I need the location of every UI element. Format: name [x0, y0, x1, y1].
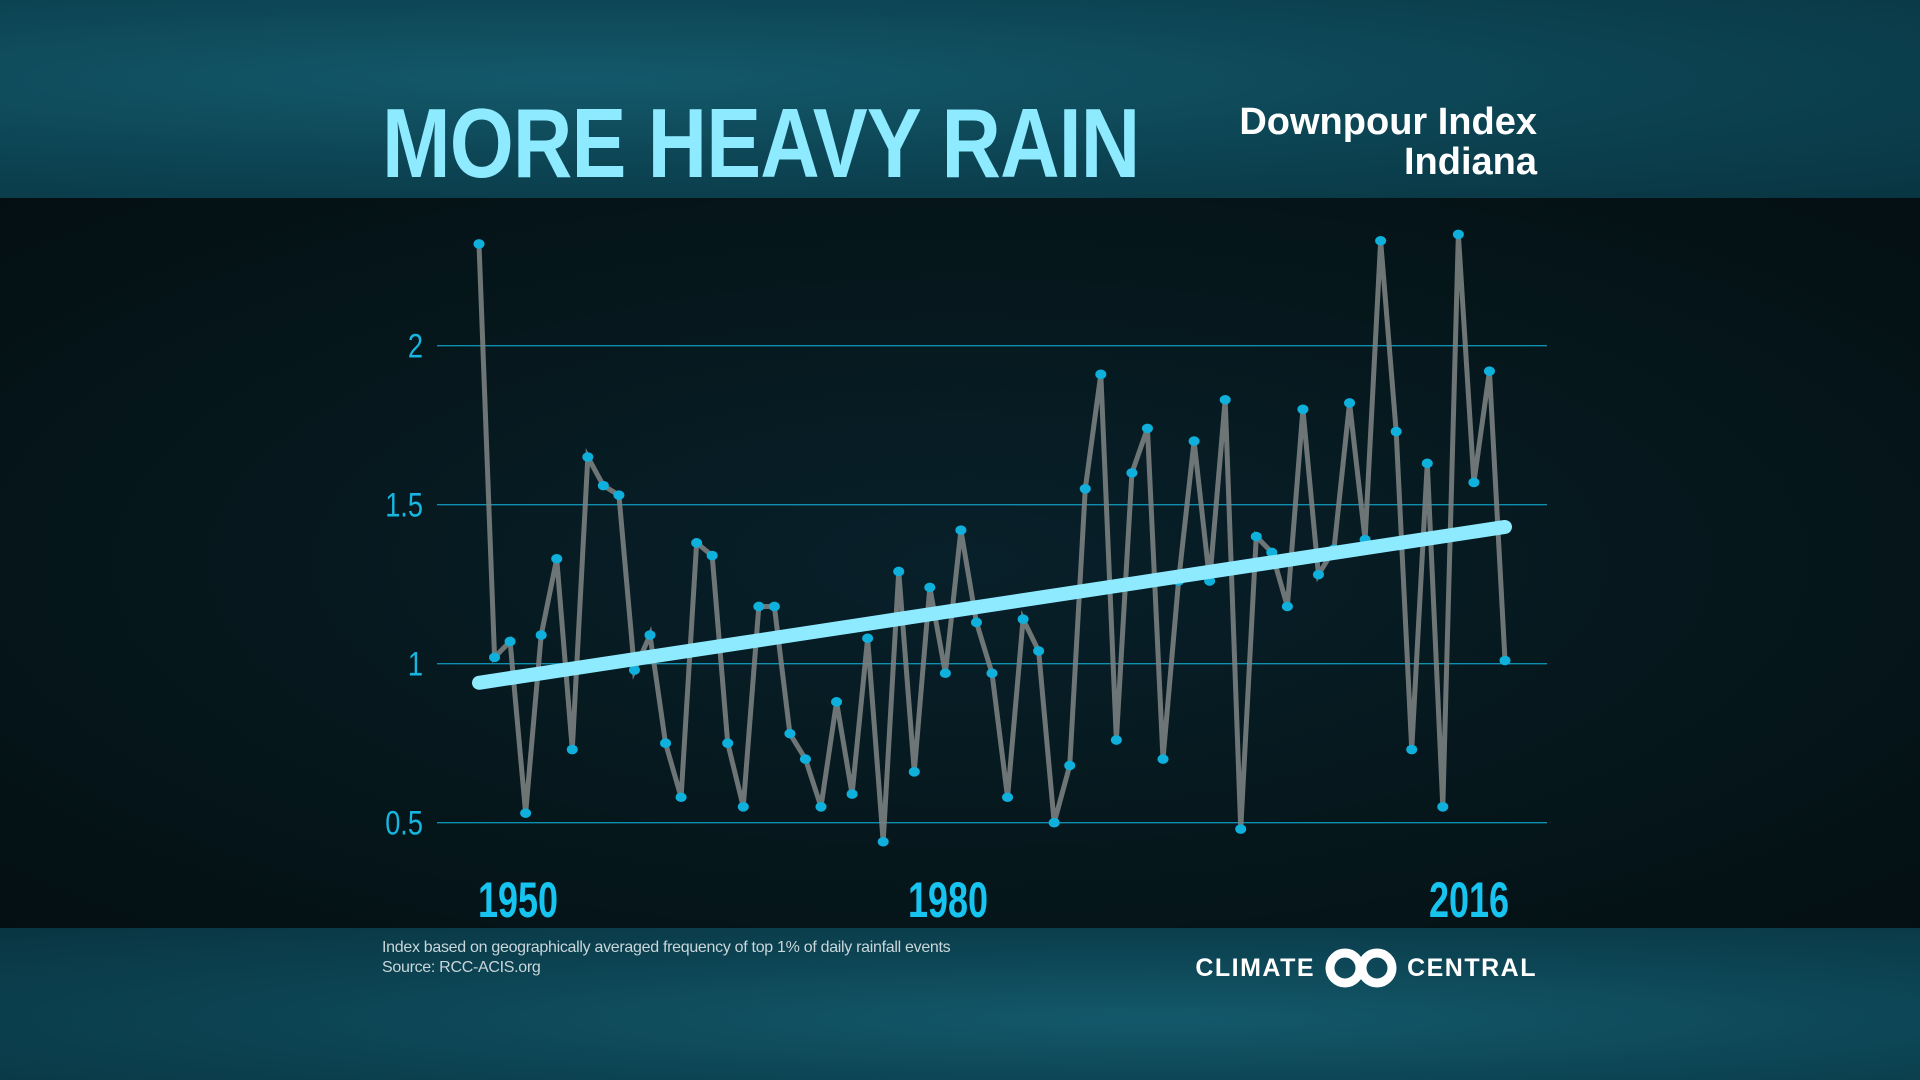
data-point [706, 550, 718, 561]
data-point [1452, 229, 1464, 240]
subtitle-index: Downpour Index [1239, 101, 1537, 143]
data-point [1141, 423, 1153, 434]
data-point [1421, 458, 1433, 469]
data-point [691, 538, 703, 548]
data-point [1312, 569, 1324, 580]
data-point [613, 490, 625, 500]
chart-panel [0, 198, 1920, 928]
y-tick-label: 2 [408, 327, 423, 366]
data-point [1499, 655, 1511, 666]
x-tick-label: 2016 [1429, 873, 1509, 928]
data-point [893, 566, 905, 577]
data-point [1219, 394, 1231, 405]
data-point [737, 802, 749, 812]
data-point [1064, 760, 1076, 771]
logo-rings-icon [1325, 948, 1397, 988]
data-point [815, 802, 827, 812]
data-point [1079, 484, 1091, 494]
data-point [644, 630, 656, 640]
data-point [1017, 614, 1029, 624]
x-tick-label: 1980 [908, 873, 988, 928]
climate-central-logo: CLIMATE CENTRAL [1195, 948, 1537, 988]
data-point [955, 525, 967, 535]
data-point [939, 668, 951, 679]
data-point [535, 630, 547, 640]
footnote-note: Index based on geographically averaged f… [382, 939, 951, 956]
data-point [799, 754, 811, 764]
data-point [582, 452, 594, 462]
data-point [1297, 404, 1309, 415]
data-point [924, 582, 936, 593]
data-point [1390, 426, 1402, 437]
data-point [753, 601, 765, 612]
data-point [784, 728, 796, 739]
logo-text-right: CENTRAL [1407, 953, 1537, 982]
data-point [1033, 646, 1045, 656]
data-point [489, 652, 501, 663]
data-point [1281, 601, 1293, 612]
data-point [675, 792, 687, 803]
footnote: Index based on geographically averaged f… [382, 938, 951, 978]
data-series-line [476, 234, 1508, 842]
data-point [722, 738, 734, 748]
data-point [1375, 235, 1387, 246]
footer-band [0, 928, 1920, 1080]
data-point [1126, 468, 1138, 478]
data-point [551, 553, 563, 564]
data-point [504, 636, 516, 647]
data-point [846, 789, 858, 799]
data-point [660, 738, 672, 748]
x-tick-label: 1950 [478, 873, 558, 928]
data-point [1483, 366, 1495, 376]
data-point [566, 744, 578, 755]
footnote-source: Source: RCC-ACIS.org [382, 959, 541, 976]
data-point [1157, 754, 1169, 764]
trend-line [472, 519, 1512, 690]
y-tick-label: 1 [408, 645, 423, 684]
data-point [1266, 547, 1278, 558]
header-band [0, 0, 1920, 198]
data-point [1110, 735, 1122, 745]
data-point [1468, 477, 1480, 488]
data-point [1437, 802, 1449, 812]
chart-subtitle: Downpour Index Indiana [1239, 102, 1537, 182]
data-point [768, 601, 780, 612]
data-point [1344, 398, 1356, 408]
data-point [520, 808, 532, 818]
data-point [831, 697, 843, 707]
data-point [877, 836, 889, 847]
data-point [473, 239, 485, 249]
subtitle-state: Indiana [1403, 141, 1537, 183]
data-point [908, 767, 920, 777]
page-title: MORE HEAVY RAIN [382, 88, 1140, 198]
data-point [970, 617, 982, 628]
data-point [597, 480, 609, 491]
data-point [1048, 817, 1060, 828]
data-point [1188, 436, 1200, 446]
logo-text-left: CLIMATE [1195, 953, 1316, 982]
data-point [1095, 369, 1107, 380]
data-point [628, 665, 640, 675]
y-tick-label: 1.5 [385, 486, 423, 525]
data-point [1002, 792, 1014, 803]
data-point [986, 668, 998, 679]
data-point [1250, 531, 1262, 542]
data-point [1235, 824, 1247, 834]
y-tick-label: 0.5 [385, 804, 423, 843]
data-point [862, 633, 874, 644]
data-point [1406, 744, 1418, 755]
